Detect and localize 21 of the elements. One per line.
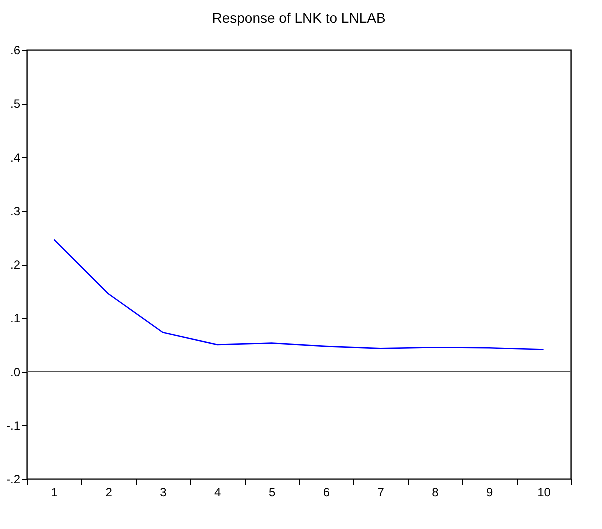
x-tick-label: 5	[268, 486, 276, 500]
y-tick-label: .5	[10, 97, 21, 112]
x-tick-label: 1	[51, 486, 58, 500]
x-tick-label: 7	[378, 486, 385, 500]
x-tick-label: 3	[160, 486, 168, 500]
y-tick-label: -.1	[6, 418, 21, 433]
x-tick-label: 8	[432, 486, 440, 500]
chart-title: Response of LNK to LNLAB	[212, 10, 386, 26]
x-tick-label: 9	[486, 486, 494, 500]
y-tick-label: .1	[10, 312, 21, 326]
line-series	[54, 239, 544, 350]
x-tick-label: 10	[538, 486, 552, 500]
x-tick-label: 4	[214, 486, 222, 500]
y-tick-label: -.2	[6, 472, 21, 486]
y-tick-label: .4	[10, 150, 21, 165]
y-tick-label: .6	[10, 44, 21, 58]
y-tick-label: .2	[10, 258, 21, 272]
x-tick-label: 6	[323, 486, 330, 500]
y-tick-label: .0	[10, 365, 21, 380]
x-tick-label: 2	[106, 486, 113, 500]
y-tick-label: .3	[10, 204, 21, 218]
